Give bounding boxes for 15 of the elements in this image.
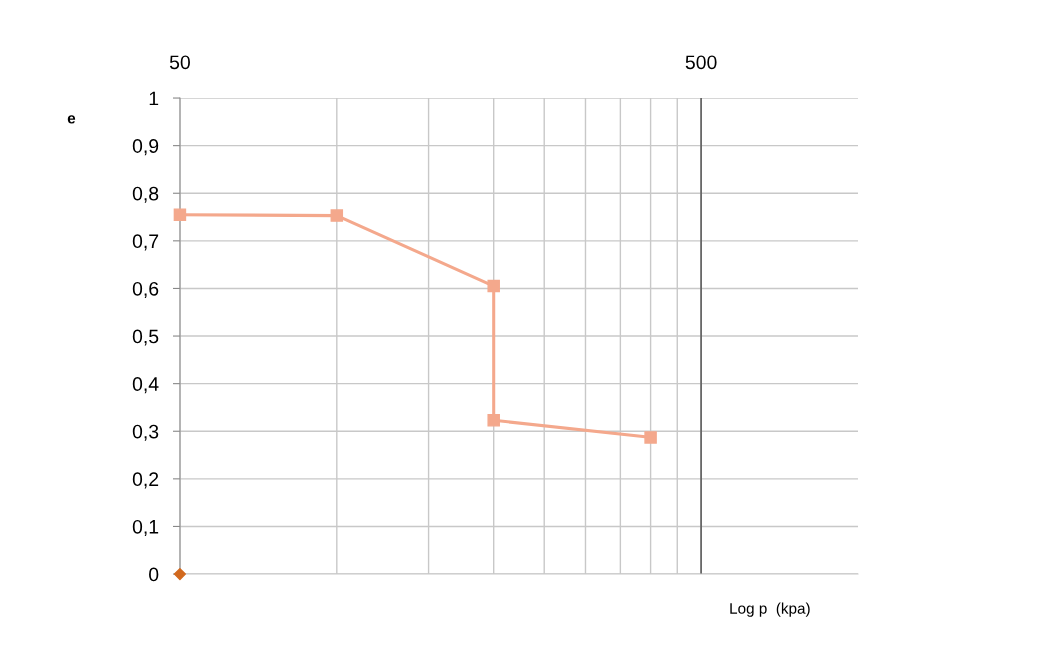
x-tick-label: 500: [685, 55, 717, 70]
x-axis-title: Log p (kpa): [730, 602, 810, 617]
y-tick-label: 0,7: [132, 234, 159, 251]
y-axis-title: e: [67, 115, 76, 124]
y-tick-label: 0,1: [132, 519, 159, 536]
y-tick-label: 0,8: [132, 186, 159, 203]
x-tick-label: 50: [169, 55, 190, 70]
y-tick-label: 0: [149, 567, 159, 582]
y-tick-label: 0,3: [132, 424, 159, 441]
y-tick-label: 0,2: [132, 472, 159, 489]
y-tick-label: 1: [149, 91, 159, 106]
y-tick-label: 0,4: [132, 377, 159, 394]
y-tick-label: 0,5: [132, 329, 159, 346]
y-tick-label: 0,6: [132, 281, 159, 298]
y-tick-label: 0,9: [132, 139, 159, 156]
